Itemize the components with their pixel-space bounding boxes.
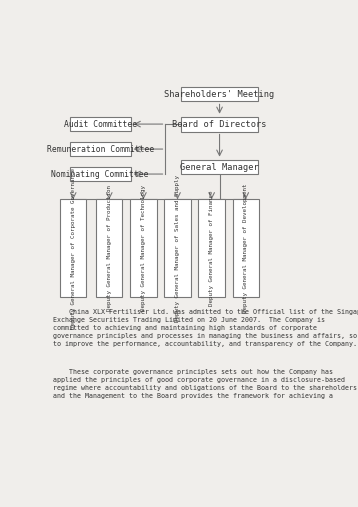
FancyBboxPatch shape bbox=[130, 199, 156, 297]
Text: Deputy General Manager of Technology: Deputy General Manager of Technology bbox=[141, 185, 146, 311]
FancyBboxPatch shape bbox=[96, 199, 122, 297]
FancyBboxPatch shape bbox=[70, 117, 131, 131]
Text: General Manager: General Manager bbox=[180, 163, 259, 171]
Text: These corporate governance principles sets out how the Company has
applied the p: These corporate governance principles se… bbox=[53, 369, 357, 399]
Text: Board of Directors: Board of Directors bbox=[172, 120, 267, 129]
Text: China XLX Fertiliser Ltd. was admitted to the Official list of the Singapore
Exc: China XLX Fertiliser Ltd. was admitted t… bbox=[53, 309, 358, 347]
FancyBboxPatch shape bbox=[181, 87, 258, 101]
Text: Remuneration Committee: Remuneration Committee bbox=[47, 144, 154, 154]
FancyBboxPatch shape bbox=[60, 199, 86, 297]
FancyBboxPatch shape bbox=[198, 199, 225, 297]
Text: Nominating Committee: Nominating Committee bbox=[52, 169, 149, 178]
Text: Deputy General Manager of Corporate Governance: Deputy General Manager of Corporate Gove… bbox=[71, 168, 76, 329]
FancyBboxPatch shape bbox=[181, 117, 258, 131]
Text: Audit Committee: Audit Committee bbox=[64, 120, 137, 129]
Text: Deputy General Manager of Finance: Deputy General Manager of Finance bbox=[209, 191, 214, 306]
Text: Deputy General Manager of Production: Deputy General Manager of Production bbox=[107, 185, 112, 311]
FancyBboxPatch shape bbox=[164, 199, 191, 297]
Text: Deputy General Manager of Development: Deputy General Manager of Development bbox=[243, 184, 248, 313]
Text: Shareholders' Meeting: Shareholders' Meeting bbox=[164, 90, 275, 98]
FancyBboxPatch shape bbox=[181, 160, 258, 174]
FancyBboxPatch shape bbox=[70, 167, 131, 181]
FancyBboxPatch shape bbox=[233, 199, 259, 297]
Text: Deputy General Manager of Sales and Supply: Deputy General Manager of Sales and Supp… bbox=[175, 175, 180, 322]
FancyBboxPatch shape bbox=[70, 142, 131, 156]
